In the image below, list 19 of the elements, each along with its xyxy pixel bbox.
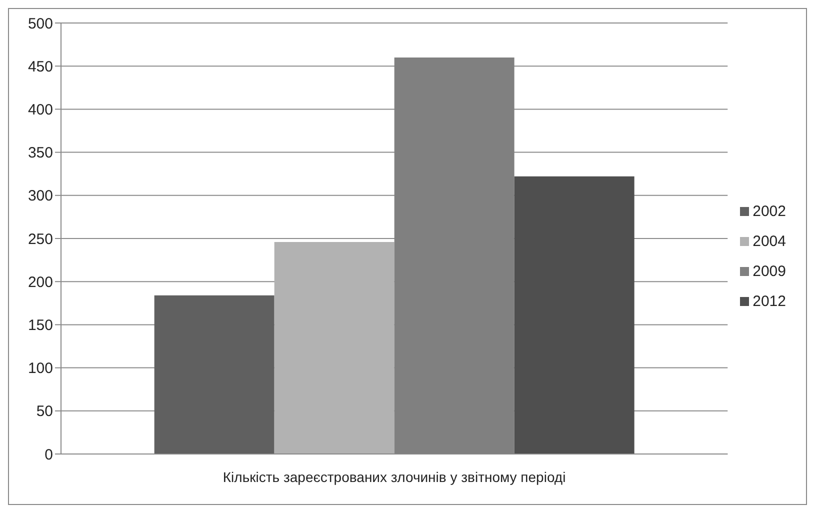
y-tick-label: 400 [28,102,53,119]
legend-label: 2012 [752,292,786,310]
legend-label: 2002 [752,202,786,220]
y-tick-label: 450 [28,58,53,76]
bar [274,242,394,454]
y-tick-label: 0 [44,446,53,464]
y-tick-label: 300 [28,188,53,205]
y-tick-label: 100 [28,360,53,378]
y-tick-label: 500 [28,15,53,32]
x-tick-label: Кількість зареєстрованих злочинів у звітному періоді [222,468,566,485]
y-tick-label: 150 [28,317,53,334]
y-tick-label: 350 [28,144,53,162]
y-tick-label: 250 [28,230,53,248]
bar [154,295,274,454]
legend-label: 2004 [752,232,786,250]
legend-label: 2009 [752,262,786,280]
y-tick-label: 50 [36,403,53,420]
y-tick-label: 200 [28,274,53,291]
bar [514,176,634,454]
